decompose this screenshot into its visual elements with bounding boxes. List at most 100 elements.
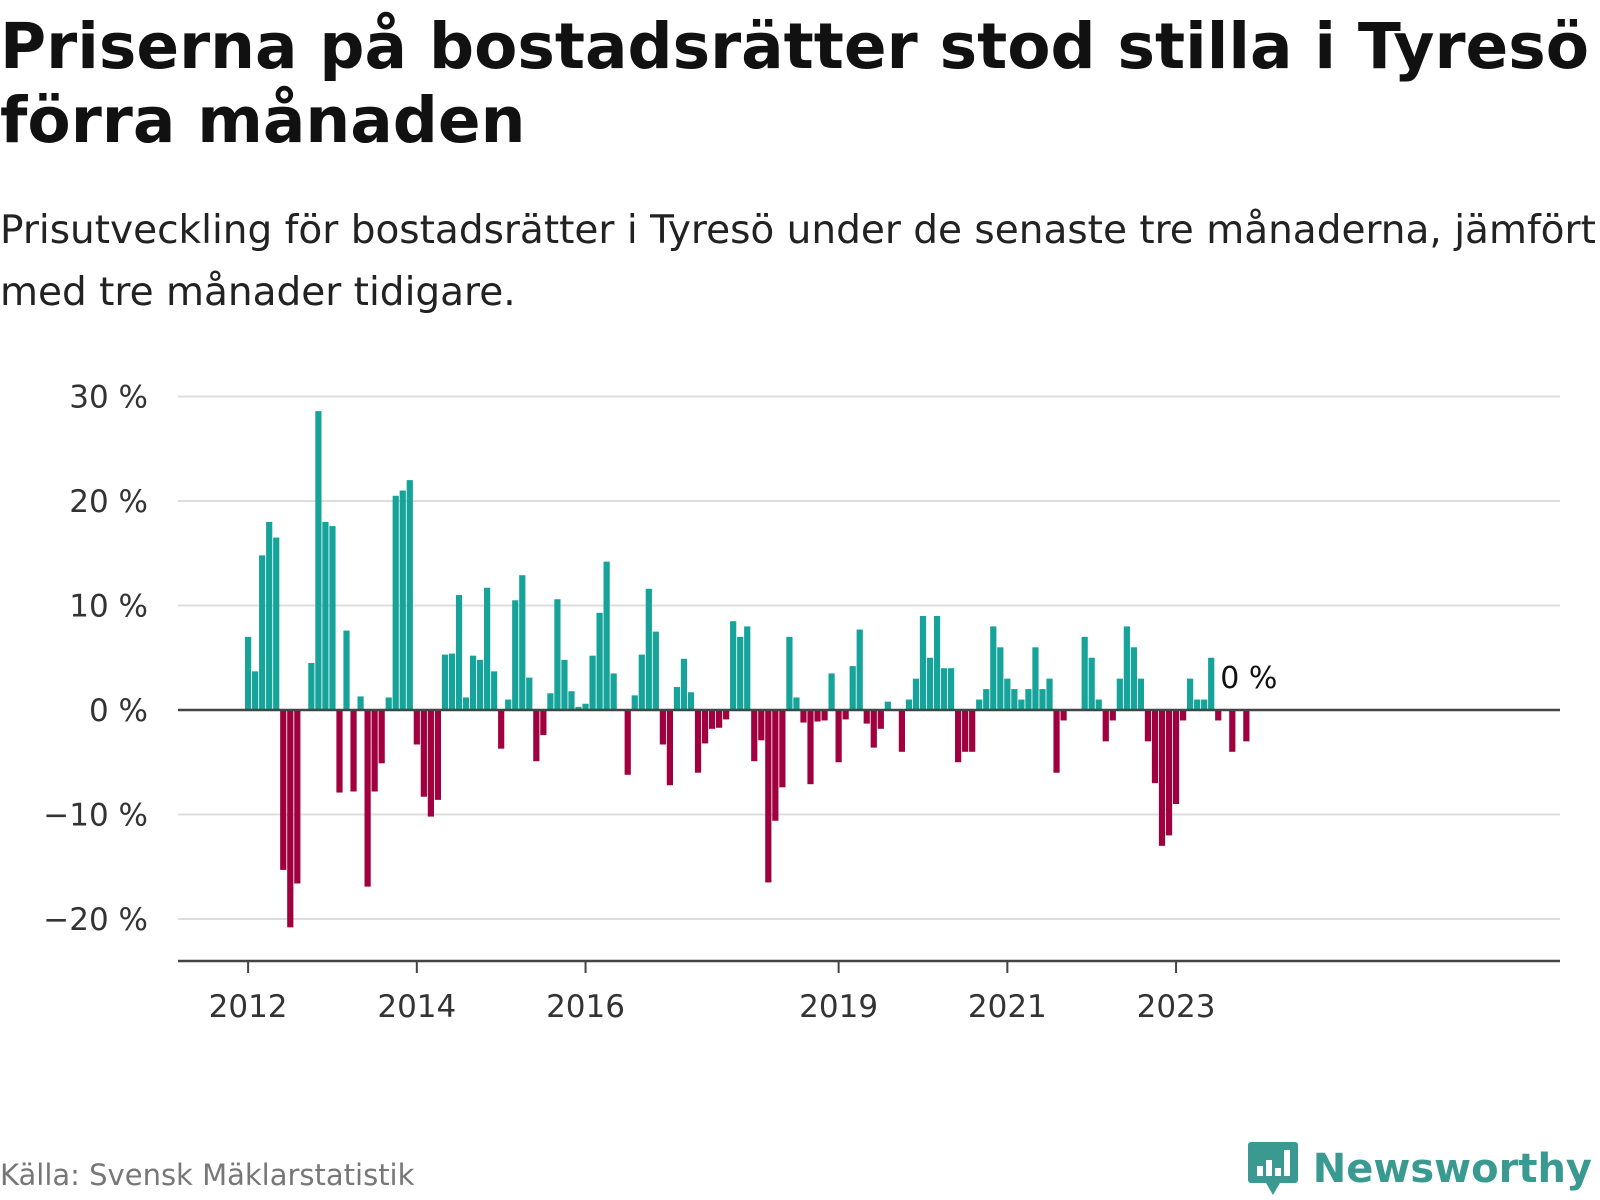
bar: [1208, 657, 1215, 710]
bar: [983, 689, 990, 710]
bar: [406, 480, 413, 710]
bar: [948, 668, 955, 710]
bar: [1025, 689, 1032, 710]
bar: [1130, 647, 1137, 710]
bar: [976, 699, 983, 710]
bar: [701, 710, 709, 744]
bar: [744, 626, 751, 710]
bar: [758, 710, 765, 741]
bar: [716, 710, 723, 728]
bar: [645, 588, 652, 710]
bar: [582, 703, 589, 710]
bar: [1172, 710, 1180, 805]
y-tick-label: −20 %: [43, 902, 148, 938]
bar: [828, 673, 835, 710]
bar: [252, 671, 259, 710]
chart-subtitle: Prisutveckling för bostadsrätter i Tyres…: [0, 208, 1596, 315]
bar: [821, 710, 828, 721]
bar: [519, 575, 526, 710]
bar: [462, 697, 470, 710]
bar: [259, 555, 266, 710]
bar: [589, 655, 596, 710]
bars: [245, 411, 1250, 928]
bar: [364, 710, 371, 887]
bar: [1165, 710, 1173, 836]
bar: [1102, 710, 1109, 742]
bar: [280, 710, 287, 870]
bar: [1137, 678, 1145, 710]
y-tick-label: −10 %: [43, 798, 148, 834]
bar: [505, 699, 512, 710]
bar: [596, 612, 603, 710]
bar: [652, 631, 659, 710]
bar: [1144, 710, 1152, 742]
bar: [336, 710, 343, 793]
bar: [287, 710, 294, 928]
bar: [350, 710, 357, 792]
bar: [751, 710, 758, 762]
chart-title: Priserna på bostadsrätter stod stilla i …: [0, 10, 1590, 157]
bar: [1151, 710, 1159, 784]
bar: [343, 630, 350, 710]
bar: [420, 710, 427, 797]
x-tick-label: 2023: [1137, 989, 1216, 1025]
bar: [322, 521, 329, 710]
bar: [561, 659, 568, 710]
x-tick-label: 2012: [209, 989, 288, 1025]
bar: [772, 710, 779, 821]
bar: [814, 710, 821, 722]
bar: [371, 710, 378, 792]
bar: [708, 710, 716, 729]
bar: [554, 599, 561, 710]
newsworthy-logo[interactable]: Newsworthy: [1247, 1140, 1592, 1198]
bar: [547, 693, 554, 710]
bar: [673, 687, 681, 710]
bar: [273, 537, 280, 710]
x-tick-label: 2014: [377, 989, 456, 1025]
bar: [603, 561, 610, 710]
bar: [638, 654, 645, 710]
y-tick-label: 20 %: [69, 484, 148, 520]
bar: [955, 710, 962, 763]
source-note: Källa: Svensk Mäklarstatistik: [0, 1158, 415, 1192]
x-tick-label: 2019: [799, 989, 878, 1025]
bar: [737, 636, 744, 710]
bar: [357, 696, 364, 710]
x-tick-label: 2016: [546, 989, 625, 1025]
bar: [540, 710, 547, 736]
y-tick-label: 10 %: [69, 589, 148, 625]
bar: [666, 710, 673, 786]
bar: [1116, 678, 1123, 710]
bar: [399, 490, 406, 710]
bar: [1053, 710, 1060, 773]
bar: [793, 697, 800, 710]
bar: [441, 654, 449, 710]
bar: [962, 710, 969, 752]
bar: [1004, 678, 1011, 710]
bar: [1109, 710, 1116, 721]
bar: [498, 710, 505, 749]
bar: [1088, 657, 1095, 710]
bar: [807, 710, 814, 785]
bar: [842, 710, 849, 720]
bar: [687, 692, 695, 710]
bar: [413, 710, 420, 745]
bar: [448, 653, 456, 710]
bar: [568, 691, 575, 710]
bar: [624, 710, 631, 775]
bar: [926, 657, 934, 710]
bar: [1194, 699, 1201, 710]
x-tick-label: 2021: [968, 989, 1047, 1025]
bar-chart: 30 %20 %10 %0 %−10 %−20 % 2012 2014 2016 20…: [43, 380, 1560, 1025]
bar: [1060, 710, 1067, 721]
y-tick-label: 30 %: [69, 380, 148, 416]
bar: [476, 659, 484, 710]
bar: [575, 706, 582, 710]
bar: [610, 673, 617, 710]
bar: [694, 710, 702, 773]
bar: [1158, 710, 1166, 846]
bar: [765, 710, 772, 883]
bar: [730, 621, 737, 710]
bar: [512, 600, 519, 710]
bar: [1215, 710, 1222, 721]
